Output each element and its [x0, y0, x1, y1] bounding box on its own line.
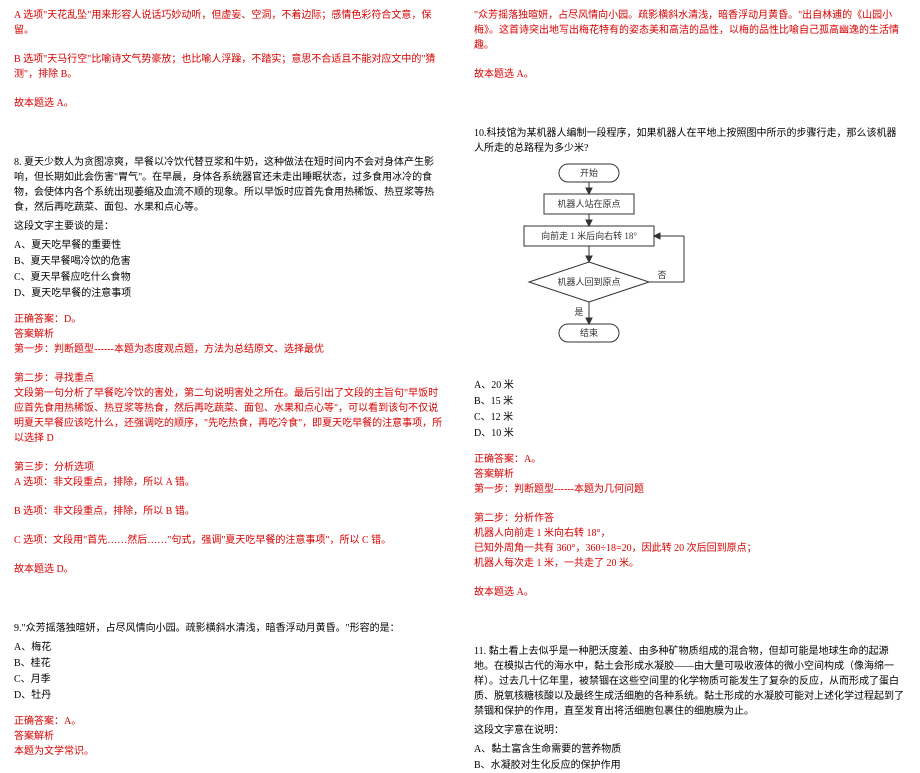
q9-option-b: B、桂花: [14, 656, 446, 671]
q10-end: 故本题选 A。: [474, 585, 906, 600]
q9-option-a: A、梅花: [14, 640, 446, 655]
q8-step2-head: 第二步：寻找重点: [14, 371, 446, 386]
q8-option-b: B、夏天早餐喝冷饮的危害: [14, 254, 446, 269]
q8-step1: 第一步：判断题型------本题为态度观点题，方法为总结原文、选择最优: [14, 342, 446, 357]
q10-answer: 正确答案：A。: [474, 452, 906, 467]
q10-step2: 第二步：分析作答: [474, 511, 906, 526]
flow-end: 结束: [580, 327, 598, 338]
q10-line1: 机器人向前走 1 米向右转 18°，: [474, 526, 906, 541]
q9-stem: 9."众芳摇落独暄妍，占尽风情向小园。疏影横斜水清浅，暗香浮动月黄昏。"形容的是…: [14, 621, 446, 636]
q8-step3-b: B 选项：非文段重点，排除，所以 B 错。: [14, 504, 446, 519]
q10-option-c: C、12 米: [474, 410, 906, 425]
q9-option-d: D、牡丹: [14, 688, 446, 703]
q10-line3: 机器人每次走 1 米，一共走了 20 米。: [474, 556, 906, 571]
right-top-red-1: "众芳摇落独暄妍，占尽风情向小园。疏影横斜水清浅，暗香浮动月黄昏。"出自林逋的《…: [474, 8, 906, 53]
q11-stem: 11. 黏土看上去似乎是一种肥沃度差、由多种矿物质组成的混合物，但却可能是地球生…: [474, 644, 906, 719]
q10-flowchart: 开始 机器人站在原点 向前走 1 米后向右转 18° 机器人回到原点 否 是 结…: [504, 162, 906, 372]
flow-yes: 是: [574, 307, 583, 317]
q8-step3-c: C 选项：文段用"首先……然后……"句式，强调"夏天吃早餐的注意事项"，所以 C…: [14, 533, 446, 548]
q9-jiexi: 答案解析: [14, 729, 446, 744]
flow-start: 开始: [580, 167, 598, 178]
q10-option-b: B、15 米: [474, 394, 906, 409]
flow-step2: 向前走 1 米后向右转 18°: [541, 230, 637, 241]
left-top-red-2: B 选项"天马行空"比喻诗文气势豪放；也比喻人浮躁，不踏实；意思不合适且不能对应…: [14, 52, 446, 82]
q9-body: 本题为文学常识。: [14, 744, 446, 759]
q11-option-b: B、水凝胶对生化反应的保护作用: [474, 758, 906, 773]
q10-option-d: D、10 米: [474, 426, 906, 441]
q9-option-c: C、月季: [14, 672, 446, 687]
q11-prompt: 这段文字意在说明：: [474, 723, 906, 738]
q8-jiexi: 答案解析: [14, 327, 446, 342]
q10-line2: 已知外周角一共有 360°，360÷18=20，因此转 20 次后回到原点；: [474, 541, 906, 556]
left-top-red-3: 故本题选 A。: [14, 96, 446, 111]
q8-stem: 8. 夏天少数人为贪图凉爽，早餐以冷饮代替豆浆和牛奶，这种做法在短时间内不会对身…: [14, 155, 446, 215]
q8-answer: 正确答案：D。: [14, 312, 446, 327]
q8-option-c: C、夏天早餐应吃什么食物: [14, 270, 446, 285]
q8-end: 故本题选 D。: [14, 562, 446, 577]
q8-option-a: A、夏天吃早餐的重要性: [14, 238, 446, 253]
q8-step3: 第三步：分析选项: [14, 460, 446, 475]
q11-option-a: A、黏土富含生命需要的营养物质: [474, 742, 906, 757]
right-top-red-2: 故本题选 A。: [474, 67, 906, 82]
flow-cond: 机器人回到原点: [557, 276, 620, 287]
q9-answer: 正确答案：A。: [14, 714, 446, 729]
left-top-red-1: A 选项"天花乱坠"用来形容人说话巧妙动听，但虚妄、空洞，不着边际；感情色彩符合…: [14, 8, 446, 38]
q10-option-a: A、20 米: [474, 378, 906, 393]
q10-stem: 10.科技馆为某机器人编制一段程序，如果机器人在平地上按照图中所示的步骤行走，那…: [474, 126, 906, 156]
q10-jiexi: 答案解析: [474, 467, 906, 482]
q10-step1: 第一步：判断题型------本题为几何问题: [474, 482, 906, 497]
q8-prompt: 这段文字主要谈的是：: [14, 219, 446, 234]
q8-option-d: D、夏天吃早餐的注意事项: [14, 286, 446, 301]
q8-step3-a: A 选项：非文段重点，排除，所以 A 错。: [14, 475, 446, 490]
flow-no: 否: [657, 270, 666, 280]
flow-step1: 机器人站在原点: [557, 198, 620, 209]
q8-step2-body: 文段第一句分析了早餐吃冷饮的害处，第二句说明害处之所在。最后引出了文段的主旨句"…: [14, 386, 446, 446]
